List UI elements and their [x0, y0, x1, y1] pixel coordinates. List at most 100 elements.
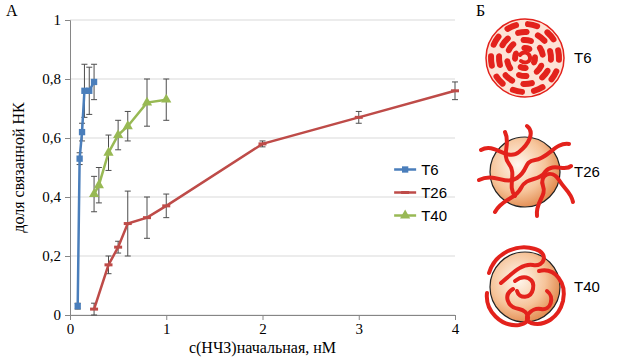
strand	[521, 37, 534, 44]
grid-line	[70, 20, 455, 21]
legend-item: T6	[394, 161, 439, 178]
series	[89, 79, 171, 212]
x-axis-line	[71, 316, 456, 321]
data-point	[123, 120, 133, 129]
particle-label: T6	[574, 49, 592, 66]
y-tick-mark	[65, 315, 70, 316]
data-point	[75, 303, 81, 309]
data-point	[91, 79, 97, 85]
strand	[496, 53, 503, 68]
x-tick-mark	[455, 315, 456, 320]
data-point	[76, 155, 82, 161]
y-tick-label: 0,4	[42, 189, 61, 205]
y-tick: 0,2	[42, 248, 70, 264]
strand	[547, 48, 554, 63]
data-point	[105, 263, 113, 266]
strand	[518, 64, 529, 71]
x-tick-mark	[166, 315, 167, 320]
strand	[520, 80, 535, 87]
strand	[535, 32, 548, 43]
y-tick-mark	[65, 20, 70, 21]
y-tick-label: 0,8	[42, 71, 61, 87]
legend-label: T26	[421, 184, 447, 201]
strand	[495, 166, 571, 212]
x-tick-label: 3	[356, 321, 364, 337]
x-tick-mark	[263, 315, 264, 320]
x-tick-label: 1	[163, 321, 171, 337]
strand	[537, 174, 573, 216]
legend-item: T26	[394, 184, 447, 201]
error-bar	[452, 82, 458, 100]
error-bar	[75, 303, 81, 309]
strand	[510, 87, 525, 95]
particle-t6	[486, 19, 564, 97]
y-tick-mark	[65, 256, 70, 257]
legend-swatch	[394, 191, 416, 194]
y-tick-label: 0	[54, 307, 62, 323]
x-tick: 3	[356, 315, 364, 337]
series	[75, 64, 98, 309]
series-line	[94, 91, 455, 309]
strand	[512, 51, 519, 62]
x-tick-label: 4	[452, 321, 460, 337]
y-tick: 0,8	[42, 71, 70, 87]
y-tick-label: 0,2	[42, 248, 61, 264]
grid-line	[70, 79, 455, 80]
y-tick: 0,6	[42, 130, 70, 146]
legend-label: T40	[421, 207, 447, 224]
y-tick: 1	[54, 12, 71, 28]
strand	[537, 45, 546, 58]
x-tick: 1	[163, 315, 171, 337]
data-point	[124, 222, 132, 225]
data-point	[355, 116, 363, 119]
data-point	[86, 88, 92, 94]
data-point	[89, 188, 99, 197]
y-tick-mark	[65, 138, 70, 139]
particle-body	[486, 19, 564, 97]
particle-label: T40	[574, 278, 600, 295]
strand	[527, 270, 564, 324]
x-tick: 2	[259, 315, 267, 337]
error-bar	[163, 194, 169, 218]
particle-t26	[479, 126, 573, 216]
x-tick-label: 0	[67, 321, 75, 337]
particle-label: T26	[574, 163, 600, 180]
strand	[502, 72, 515, 83]
legend-item: T40	[394, 207, 447, 224]
data-point	[79, 129, 85, 135]
legend-marker	[400, 210, 410, 219]
error-bar	[144, 197, 150, 238]
error-bar	[125, 191, 131, 256]
x-tick-label: 2	[259, 321, 267, 337]
strand	[505, 132, 515, 196]
panel-b: БT6T26T40	[476, 2, 600, 325]
y-axis-title: доля связанной НК	[10, 102, 28, 233]
data-point	[103, 147, 113, 156]
grid	[70, 20, 455, 315]
y-tick-mark	[65, 79, 70, 80]
y-tick-label: 0,6	[42, 130, 61, 146]
plot-area	[75, 64, 459, 315]
y-tick: 0,4	[42, 189, 70, 205]
legend-marker	[401, 191, 409, 194]
y-tick-label: 1	[54, 12, 62, 28]
data-point	[142, 97, 152, 106]
data-point	[94, 179, 104, 188]
x-tick-mark	[359, 315, 360, 320]
panel-letter: А	[6, 2, 18, 19]
data-point	[259, 142, 267, 145]
data-point	[143, 216, 151, 219]
data-point	[90, 308, 98, 311]
data-point	[113, 129, 123, 138]
series	[90, 82, 459, 315]
series-line	[94, 100, 166, 194]
y-axis: 0 0,2 0,4 0,6 0,8 1	[42, 12, 70, 323]
particle-t40	[487, 247, 564, 325]
data-point	[162, 204, 170, 207]
error-bar	[356, 111, 362, 123]
strand	[515, 29, 530, 36]
strand	[515, 277, 533, 296]
x-tick: 4	[452, 315, 460, 337]
strand	[520, 53, 530, 63]
error-bar	[86, 67, 92, 114]
